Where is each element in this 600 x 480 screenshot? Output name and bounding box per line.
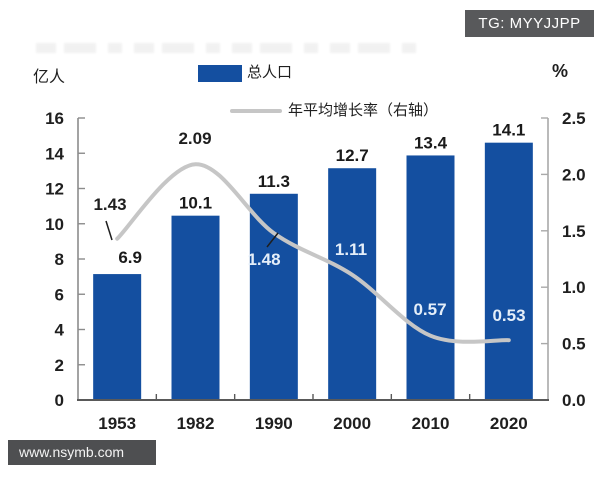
left-axis-tick-label: 6 [55, 285, 64, 304]
bar-1982 [171, 215, 220, 400]
bar-value-label-2000: 12.7 [336, 146, 369, 165]
legend-bar-swatch [198, 65, 242, 82]
right-axis-tick-label: 0.5 [562, 335, 586, 354]
right-axis-title: % [552, 61, 569, 81]
line-label-leader-1990 [266, 232, 279, 248]
left-axis-tick-label: 4 [55, 321, 65, 340]
legend-line-swatch [230, 109, 282, 113]
bar-1953 [93, 274, 142, 400]
faded-text-remnant [36, 43, 428, 53]
right-axis-tick-label: 2.0 [562, 165, 586, 184]
website-watermark: www.nsymb.com [8, 440, 156, 465]
bar-value-label-2020: 14.1 [492, 121, 525, 140]
right-axis-tick-label: 2.5 [562, 109, 586, 128]
line-value-label-2020: 0.53 [492, 306, 525, 325]
bar-value-label-1990: 11.3 [258, 172, 290, 191]
left-axis-title: 亿人 [33, 69, 66, 86]
right-axis-tick-label: 1.5 [562, 222, 586, 241]
line-label-leader-1953 [105, 220, 113, 241]
bar-value-label-1953: 6.9 [118, 248, 142, 267]
bar-2000 [328, 168, 377, 400]
x-axis-label-1982: 1982 [177, 414, 215, 433]
line-value-label-1982: 2.09 [178, 129, 211, 148]
left-axis-tick-label: 12 [45, 180, 64, 199]
left-axis-tick-label: 0 [55, 391, 64, 410]
bar-value-label-2010: 13.4 [414, 133, 448, 152]
line-value-label-1990: 1.48 [247, 250, 280, 269]
left-axis-tick-label: 14 [45, 144, 64, 163]
line-value-label-1953: 1.43 [93, 195, 126, 214]
bar-1990 [249, 193, 298, 400]
legend-label-total-population: 总人口 [247, 64, 293, 81]
line-value-label-2000: 1.11 [335, 240, 367, 259]
right-axis-tick-label: 0.0 [562, 391, 586, 410]
bar-value-label-1982: 10.1 [179, 194, 212, 213]
x-axis-label-2000: 2000 [333, 414, 371, 433]
left-axis-tick-label: 16 [45, 109, 64, 128]
bar-2020 [484, 142, 533, 401]
x-axis-label-2010: 2010 [412, 414, 450, 433]
growth-rate-line [115, 162, 511, 344]
x-axis-label-1990: 1990 [255, 414, 293, 433]
telegram-badge: TG: MYYJJPP [465, 10, 594, 37]
left-axis-tick-label: 2 [55, 356, 64, 375]
bar-2010 [406, 155, 455, 400]
line-value-label-2010: 0.57 [413, 300, 446, 319]
legend-label-growth-rate: 年平均增长率（右轴） [288, 102, 439, 119]
left-axis-tick-label: 10 [45, 215, 64, 234]
x-axis-label-2020: 2020 [490, 414, 528, 433]
right-axis-tick-label: 1.0 [562, 278, 586, 297]
left-axis-tick-label: 8 [55, 250, 64, 269]
x-axis-label-1953: 1953 [98, 414, 136, 433]
